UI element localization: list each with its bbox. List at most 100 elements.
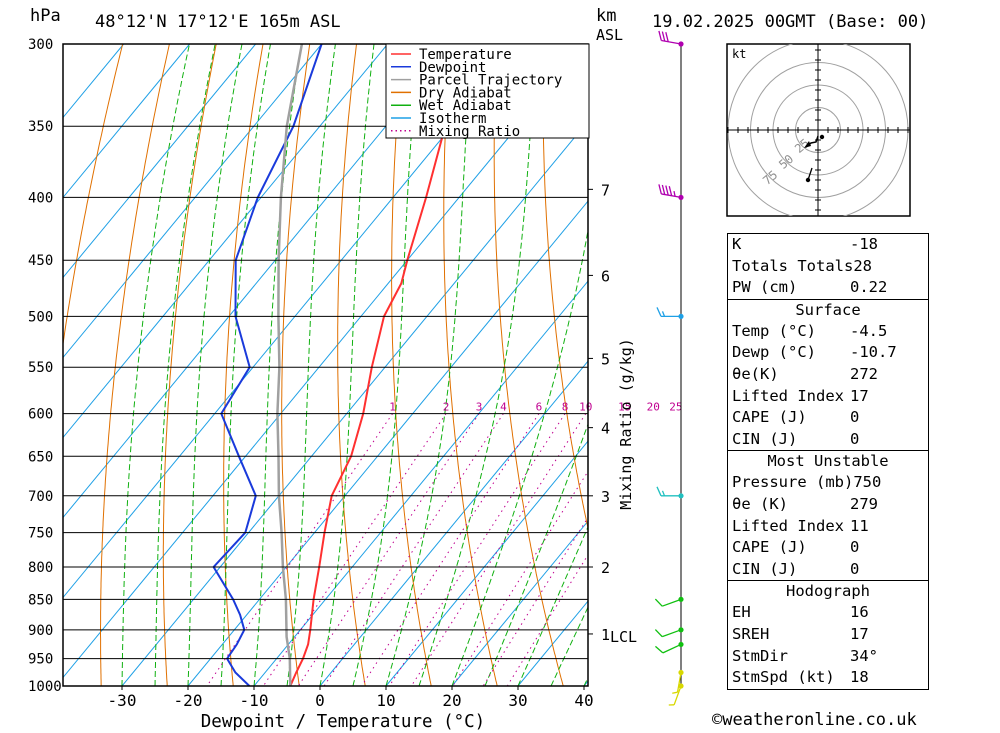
- wind-barb-flag: [661, 184, 666, 195]
- mixing-ratio-label: 3: [476, 401, 483, 414]
- km-tick-label: 1: [601, 626, 610, 644]
- mixing-ratio-label: 25: [669, 401, 682, 414]
- wind-barb-half-flag: [661, 490, 666, 497]
- mixing-ratio-label: 20: [647, 401, 660, 414]
- hodo-row: StmSpd (kt) 18: [728, 667, 928, 689]
- mixing-ratio-line: [297, 413, 480, 686]
- mu-label: CAPE (J): [732, 538, 807, 557]
- wet-adiabat-line: [550, 606, 588, 686]
- dry-adiabat-line: [223, 44, 264, 686]
- hodograph-title: Hodograph: [728, 580, 928, 602]
- index-row: PW (cm) 0.22: [728, 277, 928, 299]
- mixing-ratio-label: 2: [443, 401, 450, 414]
- legend-label: Isotherm: [419, 111, 486, 127]
- hodograph-unit: kt: [732, 47, 746, 61]
- wet-adiabat-line: [187, 44, 243, 686]
- dry-adiabat-line: [63, 44, 124, 347]
- wet-adiabat-line: [319, 44, 375, 686]
- hodo-value: 18: [850, 668, 869, 687]
- wind-barb: [656, 307, 684, 319]
- mixing-ratio-axis-title: Mixing Ratio (g/kg): [617, 338, 635, 510]
- hodo-value: 17: [850, 624, 869, 643]
- hodo-row: StmDir 34°: [728, 646, 928, 668]
- dry-adiabat-line: [918, 44, 1000, 686]
- mixing-ratio-line: [323, 413, 504, 686]
- km-tick-label: 7: [601, 181, 610, 199]
- pressure-tick-label: 500: [28, 309, 53, 325]
- dry-adiabat-line: [965, 44, 1000, 686]
- isotherm-line: [63, 44, 191, 199]
- pressure-tick-label: 450: [28, 253, 53, 269]
- dry-adiabat-line: [162, 44, 217, 686]
- index-row: K -18: [728, 234, 928, 256]
- legend-box: [385, 43, 590, 139]
- mu-row: Lifted Index 11: [728, 516, 928, 538]
- hodo-row: SREH 17: [728, 624, 928, 646]
- x-tick-label: 10: [376, 691, 395, 710]
- legend-label: Dry Adiabat: [419, 85, 512, 101]
- isotherm-line: [121, 120, 588, 686]
- pressure-tick-label: 600: [28, 407, 53, 423]
- wet-adiabat-line: [352, 44, 420, 686]
- wind-barb-flag: [661, 31, 666, 42]
- wind-barb-shaft: [661, 598, 682, 607]
- isotherm-line: [385, 440, 588, 686]
- pressure-unit-label: hPa: [30, 6, 61, 26]
- pressure-tick-label: 800: [28, 560, 53, 576]
- copyright-text: ©weatheronline.co.uk: [712, 710, 917, 730]
- hodo-label: StmDir: [732, 646, 788, 665]
- isotherm-line: [63, 44, 125, 119]
- mixing-ratio-line: [361, 413, 540, 686]
- mixing-ratio-label: 10: [579, 401, 592, 414]
- km-tick-label: 4: [601, 420, 610, 438]
- isotherm-line: [451, 520, 588, 686]
- isotherm-line: [63, 44, 389, 439]
- pressure-tick-label: 350: [28, 119, 53, 135]
- mu-row: θe (K) 279: [728, 494, 928, 516]
- dry-adiabat-line: [337, 44, 366, 686]
- index-label: PW (cm): [732, 278, 798, 297]
- wind-barb-flag: [655, 645, 664, 654]
- isotherm-line: [319, 360, 588, 686]
- pressure-tick-label: 950: [28, 652, 53, 668]
- km-tick-label: 5: [601, 350, 610, 368]
- series-line-temperature: [289, 44, 495, 686]
- datetime-title: 19.02.2025 00GMT (Base: 00): [652, 12, 929, 32]
- surface-value: 17: [850, 386, 869, 405]
- surface-value: 272: [850, 364, 878, 383]
- mixing-ratio-label: 15: [618, 401, 631, 414]
- km-tick-label: 3: [601, 488, 610, 506]
- wind-barb-flag: [665, 32, 669, 42]
- surface-label: θe(K): [732, 364, 779, 383]
- wind-barb-shaft: [661, 629, 682, 638]
- hodo-label: StmSpd (kt): [732, 668, 835, 687]
- hodo-value: 34°: [850, 646, 878, 665]
- mu-value: 11: [850, 516, 869, 535]
- pressure-tick-label: 750: [28, 526, 53, 542]
- x-tick-label: -10: [240, 691, 269, 710]
- x-axis-title: Dewpoint / Temperature (°C): [201, 712, 485, 732]
- wind-barb-flag: [656, 486, 662, 497]
- plot-frame: [62, 43, 589, 687]
- wind-barb-flag: [654, 598, 663, 607]
- pressure-tick-label: 1000: [28, 679, 62, 695]
- pressure-tick-label: 400: [28, 190, 53, 206]
- surface-row: CAPE (J) 0: [728, 407, 928, 429]
- index-value: 28: [853, 256, 872, 275]
- mu-row: CIN (J) 0: [728, 559, 928, 581]
- wind-barb-shaft: [662, 643, 682, 654]
- isotherm-line: [253, 280, 588, 686]
- km-tick-label: 6: [601, 267, 610, 285]
- mixing-ratio-label: 4: [500, 401, 507, 414]
- asl-label: ASL: [596, 26, 624, 44]
- surface-row: CIN (J) 0: [728, 429, 928, 451]
- km-unit-label: km: [596, 6, 617, 26]
- mu-label: Pressure (mb): [732, 473, 854, 492]
- mixing-ratio-line: [452, 470, 588, 686]
- indices-table: K -18 Totals Totals 28 PW (cm) 0.22 Surface…: [727, 233, 929, 690]
- isotherm-line: [63, 44, 257, 279]
- mixing-ratio-line: [262, 413, 447, 686]
- isotherm-line: [63, 44, 323, 359]
